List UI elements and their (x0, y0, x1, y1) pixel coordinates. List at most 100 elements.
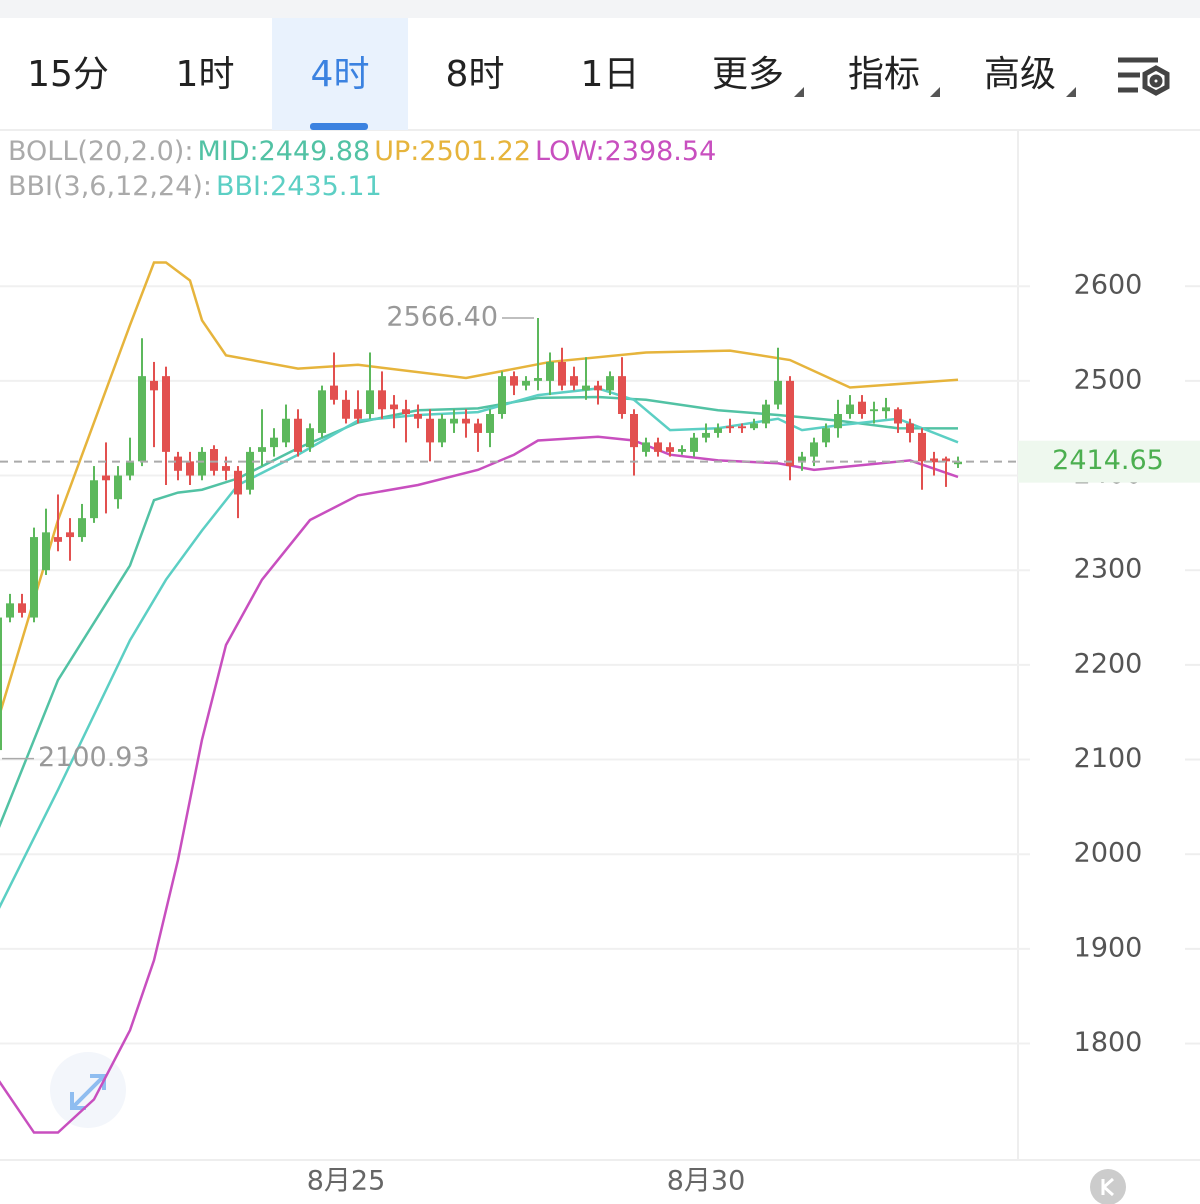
expand-button[interactable] (50, 1052, 126, 1128)
legend-group: BOLL(20,2.0): (8, 136, 194, 167)
candle-body (654, 442, 662, 452)
candle-body (810, 442, 818, 457)
last-price-label: 2414.65 (1052, 445, 1164, 476)
candle-body (798, 456, 806, 462)
candle-body (606, 376, 614, 391)
candle-body (918, 432, 926, 462)
candle-body (222, 466, 230, 471)
candle-body (18, 603, 26, 613)
legend-entry: UP:2501.22 (374, 136, 532, 167)
indicator-line (0, 387, 959, 909)
x-tick-label: 8月30 (667, 1166, 746, 1197)
candle-body (714, 428, 722, 433)
candle-body (906, 423, 914, 433)
candle-body (294, 418, 302, 452)
legend-group: BBI(3,6,12,24): (8, 171, 212, 202)
candle-body (90, 480, 98, 519)
candle-body (678, 449, 686, 452)
x-tick-label: 8月25 (307, 1166, 386, 1197)
candle-body (510, 376, 518, 386)
y-tick-label: 1800 (1074, 1027, 1143, 1058)
legend-row: BBI(3,6,12,24): BBI:2435.11 (8, 169, 720, 204)
candle-body (258, 447, 266, 452)
status-strip (0, 0, 1200, 18)
tab-indicator (310, 123, 368, 130)
candle-body (546, 361, 554, 381)
candle-body (246, 451, 254, 490)
tab[interactable]: 更多 (712, 54, 784, 95)
candle-body (690, 437, 698, 452)
candle-body (618, 376, 626, 415)
candle-body (378, 390, 386, 410)
candle-body (78, 518, 86, 538)
candle-body (30, 537, 38, 618)
candle-body (630, 414, 638, 448)
icon-dot (1149, 74, 1163, 88)
candle-body (834, 414, 842, 429)
candle-body (414, 414, 422, 419)
legend-entry: BBI:2435.11 (216, 171, 382, 202)
k-button[interactable] (1090, 1169, 1126, 1204)
y-tick-label: 2500 (1074, 364, 1143, 395)
dropdown-caret (1066, 87, 1076, 97)
candle-body (930, 458, 938, 463)
candle-body (822, 428, 830, 443)
candle-body (594, 385, 602, 391)
candle-body (210, 449, 218, 471)
legend-entry: LOW:2398.54 (535, 136, 717, 167)
candle-body (6, 603, 14, 618)
candle-body (42, 532, 50, 571)
last-price-bg (1018, 440, 1200, 483)
candle-body (234, 470, 242, 495)
candle-body (738, 426, 746, 429)
candle-body (162, 376, 170, 452)
candle-body (438, 418, 446, 443)
legend-entry: MID:2449.88 (197, 136, 371, 167)
tab[interactable]: 1时 (176, 54, 235, 95)
candle-body (870, 409, 878, 412)
y-tick-label: 2100 (1074, 743, 1143, 774)
candle-body (150, 380, 158, 391)
indicator-line (0, 435, 959, 1134)
candle-body (0, 617, 2, 751)
candle-body (570, 376, 578, 386)
candle-body (486, 414, 494, 433)
candle-body (762, 404, 770, 424)
tab[interactable]: 4时 (311, 54, 370, 95)
candle-body (426, 418, 434, 443)
expand-arrows (70, 1074, 106, 1110)
candle-body (558, 361, 566, 386)
settings-icon[interactable] (1118, 57, 1170, 96)
candle-body (126, 461, 134, 476)
y-tick-label: 2000 (1074, 838, 1143, 869)
candle-body (402, 409, 410, 415)
min-annotation: 2100.93 (38, 742, 150, 773)
candle-body (774, 380, 782, 405)
candle-body (66, 532, 74, 538)
candle-body (750, 423, 758, 429)
candle-body (450, 418, 458, 424)
legend-row: BOLL(20,2.0): MID:2449.88 UP:2501.22 LOW:23… (8, 134, 720, 169)
y-tick-label: 1900 (1074, 932, 1143, 963)
dropdown-caret (930, 87, 940, 97)
tab[interactable]: 指标 (848, 54, 920, 95)
candle-body (174, 456, 182, 471)
candle-body (642, 442, 650, 452)
tab[interactable]: 高级 (984, 54, 1056, 95)
candle-body (330, 385, 338, 400)
candle-body (942, 458, 950, 462)
tab[interactable]: 15分 (27, 54, 109, 95)
candle-body (582, 385, 590, 391)
y-tick-label: 2200 (1074, 648, 1143, 679)
tab[interactable]: 1日 (581, 54, 640, 95)
candle-body (198, 451, 206, 476)
candle-body (846, 404, 854, 415)
candle-body (342, 399, 350, 419)
candle-body (54, 537, 62, 542)
candle-body (282, 418, 290, 443)
candle-body (306, 428, 314, 448)
tab[interactable]: 8时 (446, 54, 505, 95)
candle-body (666, 447, 674, 452)
y-tick-label: 2300 (1074, 554, 1143, 585)
